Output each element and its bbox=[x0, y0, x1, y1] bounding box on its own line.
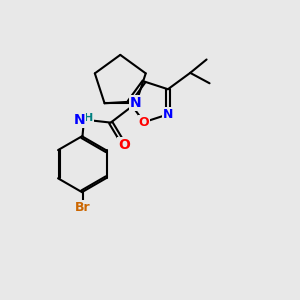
Text: N: N bbox=[130, 96, 142, 110]
Text: O: O bbox=[118, 138, 130, 152]
Text: N: N bbox=[163, 108, 173, 121]
Text: H: H bbox=[84, 113, 93, 123]
Text: Br: Br bbox=[75, 201, 90, 214]
Text: O: O bbox=[139, 116, 149, 129]
Text: N: N bbox=[74, 112, 85, 127]
